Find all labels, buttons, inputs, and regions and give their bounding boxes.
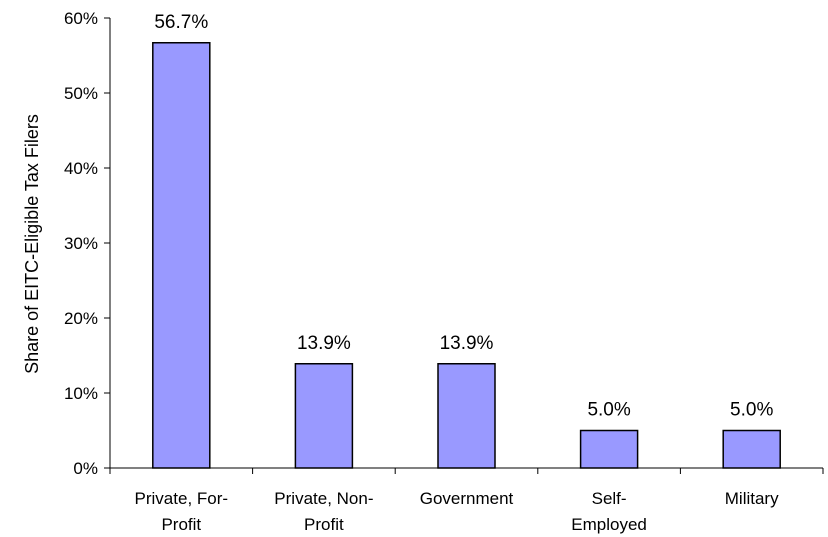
category-labels: Private, For-Profit Private, Non-Profit Go… [135, 489, 780, 534]
bar [722, 429, 781, 469]
y-tick-label: 50% [64, 84, 98, 103]
data-label: 56.7% [154, 12, 208, 33]
category-label: Government [420, 489, 514, 508]
y-tick-label: 30% [64, 234, 98, 253]
data-label: 13.9% [440, 333, 494, 354]
bar [152, 42, 211, 469]
bar [294, 363, 354, 469]
y-tick-label: 60% [64, 9, 98, 28]
data-label: 13.9% [297, 333, 351, 354]
y-tick-label: 20% [64, 309, 98, 328]
bar-series [152, 42, 781, 469]
category-label: Military [725, 489, 779, 508]
y-tick-label: 10% [64, 384, 98, 403]
bar [579, 429, 639, 469]
x-axis [109, 467, 824, 474]
category-label: Self-Employed [571, 489, 647, 534]
data-label: 5.0% [587, 400, 630, 421]
category-label: Private, Non-Profit [274, 489, 373, 534]
bar [437, 363, 496, 469]
y-axis: 0% 10% 20% 30% 40% 50% 60% [64, 9, 111, 478]
y-axis-title: Share of EITC-Eligible Tax Filers [22, 114, 42, 374]
data-label: 5.0% [730, 400, 773, 421]
y-tick-label: 0% [73, 459, 98, 478]
data-labels: 56.7% 13.9% 13.9% 5.0% 5.0% [154, 12, 773, 421]
category-label: Private, For-Profit [135, 489, 229, 534]
y-tick-label: 40% [64, 159, 98, 178]
